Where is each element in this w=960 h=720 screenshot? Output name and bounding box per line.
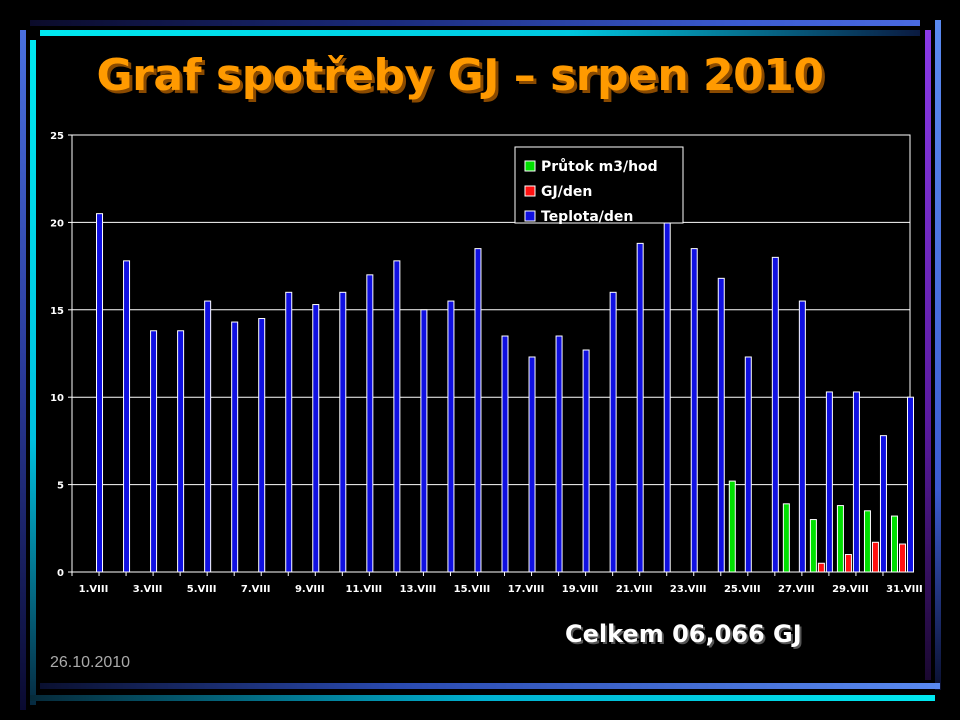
bar-teplota-den bbox=[366, 274, 374, 573]
legend bbox=[514, 146, 684, 224]
decor-bar-top-cyan bbox=[40, 30, 920, 36]
legend-label: GJ/den bbox=[541, 184, 592, 200]
bar-teplota-den bbox=[582, 349, 590, 573]
bar-teplota-den bbox=[393, 260, 401, 573]
decor-bar-left-blue bbox=[20, 30, 26, 710]
legend-swatch bbox=[524, 210, 536, 222]
bar-pr-tok-m3-hod bbox=[782, 503, 790, 573]
bar-teplota-den bbox=[474, 248, 482, 573]
x-tick-label: 13.VIII bbox=[400, 584, 437, 595]
bar-gj-den bbox=[817, 562, 825, 573]
x-tick-label: 31.VIII bbox=[886, 584, 923, 595]
bar-teplota-den bbox=[285, 291, 293, 573]
decor-bar-bottom-cyan bbox=[30, 695, 935, 701]
x-tick-label: 11.VIII bbox=[346, 584, 383, 595]
bar-teplota-den bbox=[420, 309, 428, 573]
bar-teplota-den bbox=[636, 242, 644, 573]
x-tick-label: 9.VIII bbox=[295, 584, 325, 595]
bar-teplota-den bbox=[798, 300, 806, 573]
x-tick-label: 25.VIII bbox=[724, 584, 761, 595]
x-tick-label: 27.VIII bbox=[778, 584, 815, 595]
decor-bar-right-purple bbox=[925, 30, 931, 680]
y-tick-label: 5 bbox=[57, 481, 64, 492]
bar-teplota-den bbox=[177, 330, 185, 573]
bar-teplota-den bbox=[123, 260, 131, 573]
bar-teplota-den bbox=[555, 335, 563, 573]
bar-pr-tok-m3-hod bbox=[890, 515, 898, 573]
bar-teplota-den bbox=[879, 435, 887, 573]
x-tick-label: 15.VIII bbox=[454, 584, 491, 595]
bar-teplota-den bbox=[771, 256, 779, 573]
bar-teplota-den bbox=[312, 304, 320, 573]
x-tick-label: 7.VIII bbox=[241, 584, 271, 595]
bar-teplota-den bbox=[339, 291, 347, 573]
bar-teplota-den bbox=[204, 300, 212, 573]
bar-pr-tok-m3-hod bbox=[863, 510, 871, 573]
legend-label: Teplota/den bbox=[541, 209, 633, 225]
bar-teplota-den bbox=[663, 221, 671, 573]
slide-date: 26.10.2010 bbox=[50, 654, 131, 671]
bar-teplota-den bbox=[825, 391, 833, 573]
legend-swatch bbox=[524, 160, 536, 172]
total-consumption: Celkem 06,066 GJ bbox=[565, 620, 802, 648]
bar-teplota-den bbox=[852, 391, 860, 573]
bar-teplota-den bbox=[528, 356, 536, 573]
bar-gj-den bbox=[898, 543, 906, 573]
x-tick-label: 19.VIII bbox=[562, 584, 599, 595]
decor-bar-right-blue bbox=[935, 20, 941, 690]
bar-teplota-den bbox=[717, 277, 725, 573]
y-tick-label: 20 bbox=[50, 218, 64, 229]
x-tick-label: 17.VIII bbox=[508, 584, 545, 595]
y-tick-label: 25 bbox=[50, 131, 64, 142]
legend-label: Průtok m3/hod bbox=[541, 158, 658, 175]
x-tick-label: 3.VIII bbox=[133, 584, 163, 595]
slide-title: Graf spotřeby GJ – srpen 2010 bbox=[96, 50, 824, 101]
bar-teplota-den bbox=[501, 335, 509, 573]
bar-teplota-den bbox=[906, 396, 914, 573]
bar-pr-tok-m3-hod bbox=[728, 480, 736, 573]
bar-teplota-den bbox=[231, 321, 239, 573]
bar-gj-den bbox=[871, 541, 879, 573]
x-tick-label: 23.VIII bbox=[670, 584, 707, 595]
bar-teplota-den bbox=[258, 318, 266, 573]
bar-teplota-den bbox=[447, 300, 455, 573]
plot-area bbox=[71, 134, 911, 573]
decor-bar-left-cyan bbox=[30, 40, 36, 705]
x-tick-label: 5.VIII bbox=[187, 584, 217, 595]
bar-teplota-den bbox=[744, 356, 752, 573]
x-tick-label: 21.VIII bbox=[616, 584, 653, 595]
bar-pr-tok-m3-hod bbox=[836, 505, 844, 573]
x-tick-label: 29.VIII bbox=[832, 584, 869, 595]
bar-teplota-den bbox=[150, 330, 158, 573]
bar-teplota-den bbox=[609, 291, 617, 573]
decor-bar-top-dark bbox=[30, 20, 920, 26]
y-tick-label: 0 bbox=[57, 568, 64, 579]
decor-bar-bottom-blue bbox=[40, 683, 940, 689]
y-tick-label: 10 bbox=[50, 393, 64, 404]
bar-teplota-den bbox=[690, 248, 698, 573]
bar-pr-tok-m3-hod bbox=[809, 519, 817, 573]
legend-swatch bbox=[524, 185, 536, 197]
bar-teplota-den bbox=[96, 213, 104, 573]
y-tick-label: 15 bbox=[50, 306, 64, 317]
bar-gj-den bbox=[844, 554, 852, 573]
x-tick-label: 1.VIII bbox=[79, 584, 109, 595]
